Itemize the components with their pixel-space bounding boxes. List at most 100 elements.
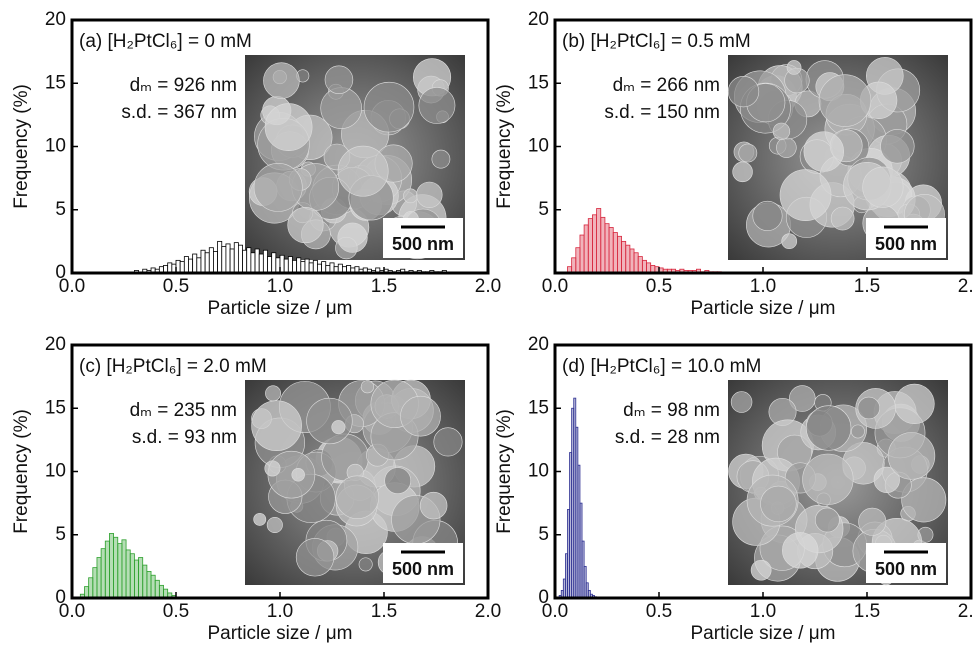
x-tick-label: 1.5 — [854, 276, 880, 297]
bar — [147, 571, 151, 598]
bar — [613, 233, 617, 273]
y-tick-label: 10 — [528, 136, 549, 157]
y-axis-label: Frequency (%) — [11, 84, 32, 209]
sem-particle — [325, 66, 353, 94]
sem-particle — [782, 532, 818, 568]
bar — [193, 254, 197, 273]
x-tick-label: 0.0 — [542, 276, 568, 297]
bar — [209, 248, 213, 273]
bar — [184, 257, 188, 273]
bar — [288, 257, 292, 273]
panel-title: (b) [H₂PtCl₆] = 0.5 mM — [562, 31, 751, 52]
x-axis-label: Particle size / μm — [690, 623, 835, 644]
sem-particle — [780, 170, 831, 221]
bar — [634, 253, 638, 273]
sem-particle — [851, 425, 864, 438]
x-axis-label: Particle size / μm — [207, 623, 352, 644]
bar — [576, 248, 580, 273]
bar — [159, 585, 163, 598]
bar — [243, 250, 247, 273]
bar — [597, 208, 601, 273]
bar — [272, 253, 276, 273]
bar — [188, 259, 192, 273]
std-deviation: s.d. = 150 nm — [604, 102, 720, 123]
x-tick-label: 1.5 — [371, 601, 397, 622]
bar — [205, 253, 209, 273]
sem-particle — [338, 223, 368, 253]
y-tick-label: 5 — [538, 199, 549, 220]
mean-diameter: dₘ = 926 nm — [130, 75, 237, 96]
sem-particle — [252, 401, 302, 451]
sem-particle — [859, 508, 886, 535]
bar — [626, 245, 630, 273]
x-tick-label: 0.5 — [163, 276, 189, 297]
scale-label: 500 nm — [875, 234, 937, 254]
sem-particle — [385, 468, 411, 494]
y-tick-label: 10 — [45, 461, 66, 482]
sem-particle — [332, 420, 345, 433]
sem-particle — [787, 60, 801, 74]
y-tick-label: 5 — [538, 524, 549, 545]
bar — [230, 249, 234, 273]
bar — [234, 243, 238, 273]
bar — [118, 544, 122, 598]
sem-particle — [296, 538, 334, 576]
panel-title: (a) [H₂PtCl₆] = 0 mM — [79, 31, 252, 52]
sem-particle — [782, 234, 797, 249]
bar — [605, 224, 609, 273]
sem-particle — [307, 398, 353, 444]
sem-particle — [419, 87, 455, 123]
bar — [330, 263, 334, 273]
bar — [309, 263, 313, 273]
sem-particle — [361, 380, 374, 393]
scale-label: 500 nm — [875, 559, 937, 579]
sem-particle — [359, 558, 372, 571]
bar — [101, 549, 105, 598]
sem-particle — [761, 486, 797, 522]
figure: 500 nm0.00.51.01.52.005101520(a) [H₂PtCl… — [0, 0, 973, 651]
bar — [197, 258, 201, 273]
bar — [572, 258, 576, 273]
sem-particle — [803, 454, 854, 505]
y-tick-label: 5 — [55, 199, 66, 220]
sem-particle — [806, 406, 851, 451]
sem-particle — [364, 82, 414, 132]
x-tick-label: 1.5 — [854, 601, 880, 622]
bar — [647, 263, 651, 273]
y-tick-label: 10 — [45, 136, 66, 157]
x-tick-label: 1.0 — [267, 601, 293, 622]
sem-particle — [265, 386, 280, 401]
bar — [226, 244, 230, 273]
sem-particle — [265, 461, 280, 476]
bar — [168, 263, 172, 273]
bar — [592, 215, 596, 273]
scale-label: 500 nm — [392, 234, 454, 254]
sem-particle — [432, 150, 450, 168]
x-axis-label: Particle size / μm — [207, 298, 352, 319]
sem-particle — [881, 129, 915, 163]
sem-particle — [776, 138, 796, 158]
x-tick-label: 0.5 — [163, 601, 189, 622]
sem-particle — [254, 513, 266, 525]
bar — [617, 236, 621, 273]
bar — [630, 249, 634, 273]
bar — [222, 246, 226, 273]
sem-particle — [858, 397, 880, 419]
bar — [155, 580, 159, 598]
sem-particle — [831, 207, 854, 230]
bar — [601, 217, 605, 273]
y-tick-label: 0 — [55, 262, 66, 283]
bar — [143, 565, 147, 598]
bar — [259, 254, 263, 273]
x-tick-label: 1.0 — [267, 276, 293, 297]
y-axis-label: Frequency (%) — [494, 84, 515, 209]
sem-particle — [338, 146, 388, 196]
std-deviation: s.d. = 28 nm — [615, 427, 720, 448]
bar — [251, 253, 255, 273]
bar — [642, 260, 646, 273]
bar — [180, 262, 184, 273]
bar — [263, 250, 267, 273]
bar — [130, 554, 134, 598]
x-tick-label: 2.0 — [958, 276, 973, 297]
bar — [313, 260, 317, 273]
